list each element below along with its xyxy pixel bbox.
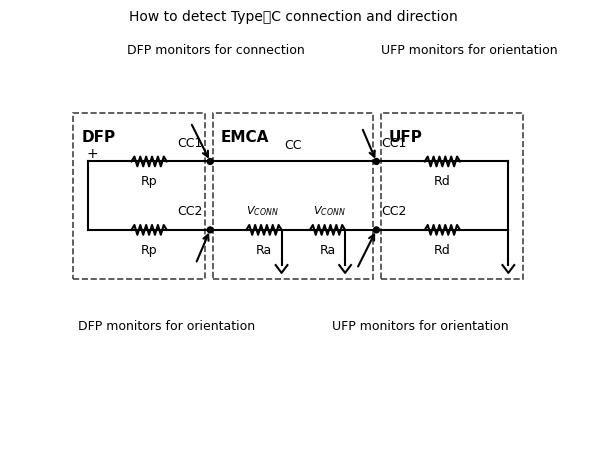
Text: Rd: Rd [434,175,451,188]
Text: UFP monitors for orientation: UFP monitors for orientation [381,44,558,57]
Text: DFP monitors for connection: DFP monitors for connection [127,44,305,57]
Circle shape [373,158,379,164]
Text: CC: CC [284,139,302,152]
Circle shape [373,227,379,233]
Text: Rp: Rp [141,243,157,256]
Text: Ra: Ra [319,243,335,256]
Circle shape [207,158,213,164]
Text: Ra: Ra [256,243,272,256]
Text: UFP monitors for orientation: UFP monitors for orientation [332,320,509,333]
Text: DFP: DFP [81,130,115,145]
Text: $V_{CONN}$: $V_{CONN}$ [246,204,278,218]
Text: How to detect Type－C connection and direction: How to detect Type－C connection and dire… [129,10,458,24]
Text: CC1: CC1 [177,137,202,150]
Text: CC1: CC1 [381,137,407,150]
Text: CC2: CC2 [381,205,407,218]
Text: +: + [86,147,98,161]
Circle shape [207,227,213,233]
Text: UFP: UFP [389,130,423,145]
Text: CC2: CC2 [177,205,202,218]
Text: $V_{CONN}$: $V_{CONN}$ [313,204,346,218]
Text: DFP monitors for orientation: DFP monitors for orientation [78,320,256,333]
Text: EMCA: EMCA [221,130,269,145]
Text: Rp: Rp [141,175,157,188]
Text: Rd: Rd [434,243,451,256]
